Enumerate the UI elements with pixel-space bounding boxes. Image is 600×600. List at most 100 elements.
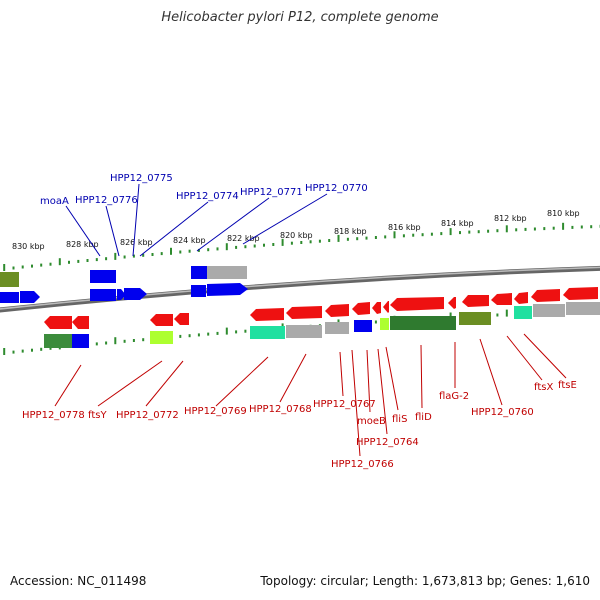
- gene-block[interactable]: [459, 312, 491, 325]
- gene-block[interactable]: [354, 320, 372, 332]
- gene-label-hpp12-0771[interactable]: HPP12_0771: [240, 187, 303, 198]
- tick-mark: [468, 230, 471, 234]
- gene-arrow[interactable]: [448, 297, 456, 309]
- gene-arrow[interactable]: [72, 316, 89, 329]
- tick-mark: [328, 239, 331, 242]
- tick-mark: [477, 230, 480, 234]
- gene-block[interactable]: [533, 304, 565, 317]
- gene-block[interactable]: [191, 285, 206, 297]
- gene-arrow[interactable]: [44, 316, 72, 329]
- gene-arrow[interactable]: [372, 302, 381, 314]
- gene-arrow[interactable]: [20, 291, 40, 303]
- gene-arrow[interactable]: [531, 289, 560, 302]
- gene-block[interactable]: [380, 318, 389, 330]
- gene-block[interactable]: [0, 292, 19, 303]
- gene-label-fliS[interactable]: fliS: [392, 414, 407, 425]
- tick-mark: [571, 225, 574, 229]
- gene-block[interactable]: [286, 325, 322, 338]
- tick-label: 830 kbp: [12, 242, 45, 251]
- gene-arrow[interactable]: [325, 304, 349, 317]
- gene-arrow[interactable]: [150, 314, 173, 326]
- gene-label-ftsE[interactable]: ftsE: [558, 380, 577, 391]
- gene-block[interactable]: [566, 302, 600, 315]
- gene-label-ftsX[interactable]: ftsX: [534, 382, 553, 393]
- gene-block[interactable]: [250, 326, 285, 339]
- gene-arrow[interactable]: [352, 302, 370, 315]
- leader-line: [279, 353, 307, 403]
- tick-mark: [515, 228, 518, 232]
- gene-label-hpp12-0766[interactable]: HPP12_0766: [331, 459, 394, 470]
- tick-mark: [207, 332, 210, 336]
- tick-mark: [412, 233, 415, 237]
- gene-arrow[interactable]: [250, 308, 284, 321]
- leader-line: [366, 349, 371, 413]
- gene-arrow[interactable]: [563, 287, 598, 300]
- leader-line: [215, 356, 269, 407]
- tick-mark: [12, 266, 15, 270]
- gene-label-hpp12-0774[interactable]: HPP12_0774: [176, 191, 239, 202]
- gene-block[interactable]: [0, 272, 19, 287]
- tick-mark: [552, 226, 555, 230]
- tick-mark: [384, 235, 387, 239]
- tick-mark: [123, 339, 126, 343]
- tick-mark: [402, 234, 405, 238]
- gene-arrow[interactable]: [514, 292, 528, 304]
- gene-arrow[interactable]: [286, 306, 322, 319]
- gene-label-hpp12-0770[interactable]: HPP12_0770: [305, 183, 368, 194]
- gene-label-flaG-2[interactable]: flaG-2: [439, 391, 469, 402]
- gene-label-ftsY[interactable]: ftsY: [88, 410, 107, 421]
- gene-arrow[interactable]: [124, 288, 147, 300]
- tick-mark: [68, 260, 70, 264]
- gene-label-hpp12-0776[interactable]: HPP12_0776: [75, 195, 138, 206]
- gene-arrow[interactable]: [462, 295, 489, 307]
- tick-mark: [300, 241, 303, 244]
- gene-block[interactable]: [207, 266, 247, 279]
- label-leaders: [54, 183, 567, 457]
- gene-arrow[interactable]: [390, 297, 444, 311]
- tick-mark: [309, 240, 312, 244]
- gene-block[interactable]: [90, 270, 116, 283]
- gene-label-hpp12-0767[interactable]: HPP12_0767: [313, 399, 376, 410]
- gene-arrow[interactable]: [117, 289, 126, 300]
- tick-mark: [590, 225, 593, 229]
- tick-mark: [188, 249, 191, 253]
- tick-mark: [393, 231, 396, 239]
- tick-mark: [179, 334, 182, 338]
- tick-mark: [272, 243, 275, 246]
- gene-block[interactable]: [325, 322, 349, 334]
- gene-label-fliD[interactable]: fliD: [415, 412, 432, 423]
- gene-block[interactable]: [514, 306, 532, 319]
- gene-arrow[interactable]: [383, 301, 389, 313]
- leader-line: [339, 351, 344, 397]
- gene-label-hpp12-0772[interactable]: HPP12_0772: [116, 410, 179, 421]
- gene-arrow[interactable]: [491, 293, 512, 305]
- gene-label-hpp12-0775[interactable]: HPP12_0775: [110, 173, 173, 184]
- tick-mark: [77, 259, 80, 263]
- gene-arrow[interactable]: [174, 313, 189, 325]
- gene-label-moaA[interactable]: moaA: [40, 196, 69, 207]
- gene-block[interactable]: [90, 289, 116, 301]
- gene-label-hpp12-0764[interactable]: HPP12_0764: [356, 437, 419, 448]
- gene-label-hpp12-0769[interactable]: HPP12_0769: [184, 406, 247, 417]
- tick-mark: [40, 347, 43, 351]
- gene-label-moeB[interactable]: moeB: [357, 416, 386, 427]
- leader-line: [65, 205, 101, 257]
- gene-label-hpp12-0768[interactable]: HPP12_0768: [249, 404, 312, 415]
- tick-mark: [543, 227, 546, 231]
- gene-block[interactable]: [72, 334, 89, 348]
- gene-block[interactable]: [191, 266, 207, 279]
- gene-label-hpp12-0760[interactable]: HPP12_0760: [471, 407, 534, 418]
- gene-label-hpp12-0778[interactable]: HPP12_0778: [22, 410, 85, 421]
- tick-mark: [49, 346, 52, 350]
- gene-arrow[interactable]: [207, 283, 248, 296]
- tick-ring-outer: [3, 222, 600, 271]
- tick-label: 826 kbp: [120, 238, 153, 247]
- leader-line: [479, 338, 503, 406]
- accession-text: Accession: NC_011498: [10, 574, 147, 588]
- gene-block[interactable]: [44, 334, 72, 348]
- leader-line: [132, 183, 140, 257]
- gene-block[interactable]: [150, 331, 173, 344]
- tick-mark: [151, 253, 154, 256]
- gene-block[interactable]: [390, 316, 456, 330]
- leader-line: [97, 360, 163, 407]
